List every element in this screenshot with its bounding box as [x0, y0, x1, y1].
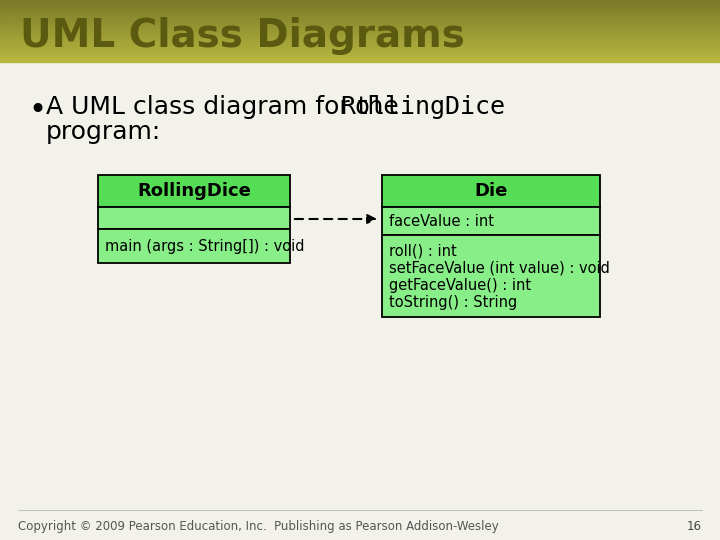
Text: main (args : String[]) : void: main (args : String[]) : void — [105, 239, 305, 253]
Bar — [0, 32, 720, 35]
Bar — [0, 30, 720, 31]
Text: Die: Die — [474, 182, 508, 200]
Text: UML Class Diagrams: UML Class Diagrams — [20, 17, 465, 55]
Bar — [382, 207, 600, 235]
Bar — [0, 50, 720, 52]
Text: Copyright © 2009 Pearson Education, Inc.  Publishing as Pearson Addison-Wesley: Copyright © 2009 Pearson Education, Inc.… — [18, 520, 499, 533]
Bar — [0, 60, 720, 63]
Bar — [382, 175, 600, 207]
Bar — [0, 20, 720, 22]
Bar — [98, 175, 290, 207]
Bar — [0, 36, 720, 38]
Bar — [0, 5, 720, 6]
Bar — [0, 34, 720, 36]
Text: roll() : int: roll() : int — [389, 243, 456, 258]
Bar — [0, 16, 720, 17]
Bar — [98, 229, 290, 263]
Text: RollingDice: RollingDice — [340, 95, 505, 119]
Bar — [0, 46, 720, 49]
Bar — [0, 39, 720, 41]
Bar — [0, 0, 720, 2]
Bar — [0, 54, 720, 56]
Bar — [0, 57, 720, 59]
Bar — [0, 59, 720, 61]
Bar — [0, 9, 720, 11]
Bar — [0, 23, 720, 25]
Bar — [0, 37, 720, 39]
Bar — [98, 207, 290, 229]
Bar — [0, 28, 720, 30]
Bar — [0, 51, 720, 53]
Bar — [0, 45, 720, 47]
Bar — [0, 11, 720, 13]
Text: A UML class diagram for the: A UML class diagram for the — [46, 95, 407, 119]
Bar — [0, 25, 720, 27]
Bar — [0, 26, 720, 29]
Bar — [0, 48, 720, 50]
Text: •: • — [28, 96, 46, 125]
Bar — [382, 235, 600, 317]
Text: faceValue : int: faceValue : int — [389, 213, 494, 228]
Bar — [0, 2, 720, 4]
Bar — [0, 12, 720, 15]
Text: RollingDice: RollingDice — [137, 182, 251, 200]
Bar — [0, 40, 720, 42]
Text: program:: program: — [46, 120, 161, 144]
Bar — [0, 14, 720, 16]
Bar — [0, 31, 720, 33]
Bar — [0, 22, 720, 24]
Bar — [0, 6, 720, 8]
Text: 16: 16 — [687, 520, 702, 533]
Bar — [0, 43, 720, 45]
Bar — [0, 3, 720, 5]
Bar — [0, 8, 720, 10]
Text: getFaceValue() : int: getFaceValue() : int — [389, 278, 531, 293]
Bar — [0, 53, 720, 55]
Text: toString() : String: toString() : String — [389, 295, 517, 310]
Bar — [0, 42, 720, 44]
Bar — [0, 56, 720, 58]
Bar — [0, 17, 720, 19]
Bar — [0, 18, 720, 21]
Text: setFaceValue (int value) : void: setFaceValue (int value) : void — [389, 260, 610, 275]
